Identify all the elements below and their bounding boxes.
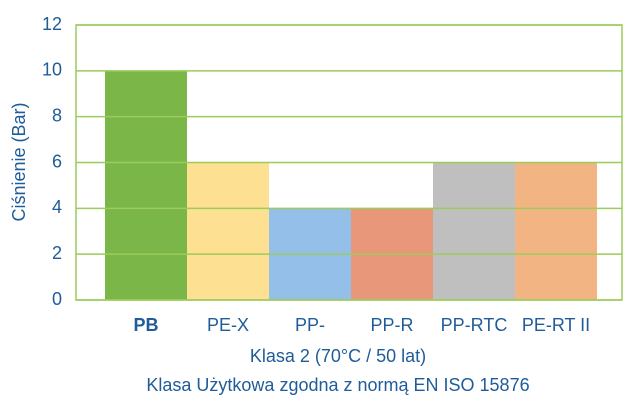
y-tick-label: 4	[52, 197, 62, 217]
y-tick-label: 12	[42, 14, 62, 34]
y-tick-label: 2	[52, 243, 62, 263]
x-tick-label: PP-RTC	[441, 315, 508, 335]
x-tick-label: PP-R	[370, 315, 413, 335]
plot-frame	[75, 24, 623, 301]
bar	[433, 162, 515, 300]
bar	[187, 162, 269, 300]
x-axis-label: Klasa 2 (70°C / 50 lat)	[250, 346, 426, 366]
y-tick-label: 10	[42, 60, 62, 80]
x-tick-label: PB	[133, 315, 158, 335]
x-tick-label: PE-X	[207, 315, 249, 335]
x-axis-label: Klasa Użytkowa zgodna z normą EN ISO 158…	[146, 375, 529, 395]
bar	[515, 162, 597, 300]
y-axis-label: Ciśnienie (Bar)	[9, 102, 29, 221]
x-tick-label: PE-RT II	[522, 315, 590, 335]
x-tick-label: PP-	[295, 315, 325, 335]
y-tick-label: 6	[52, 151, 62, 171]
bar	[105, 70, 187, 300]
y-tick-label: 0	[52, 289, 62, 309]
y-tick-label: 8	[52, 105, 62, 125]
